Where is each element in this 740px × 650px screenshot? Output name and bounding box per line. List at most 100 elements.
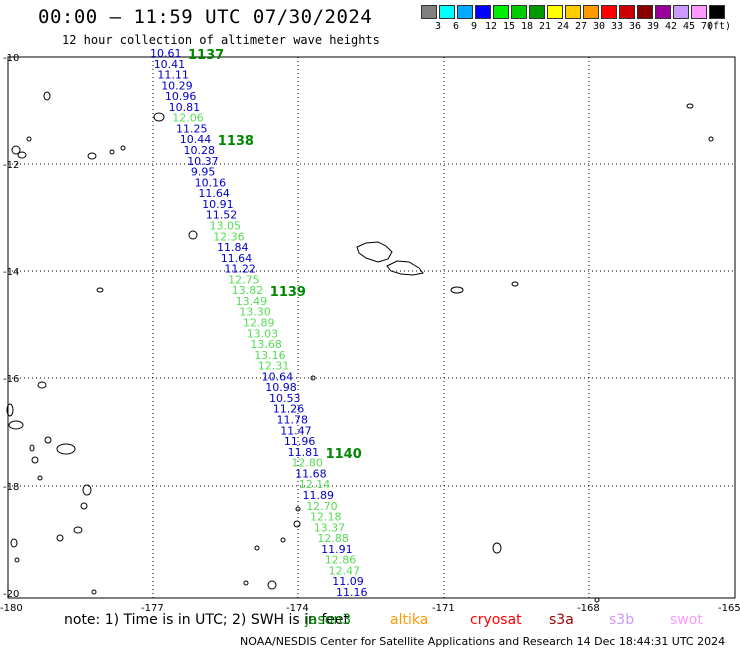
- axis-labels: -10 -12 -14 -16 -18 -20 -180 -177 -174 -171 -168 -1…: [0, 53, 740, 614]
- island-outline: [386, 260, 424, 276]
- legend-unit: (ft): [707, 21, 732, 32]
- legend-label: 18: [521, 21, 534, 32]
- wave-height-value: 10.41: [154, 58, 186, 71]
- wave-height-value: 12.89: [243, 317, 275, 330]
- wave-height-value: 11.47: [280, 424, 312, 437]
- island-outline: [91, 589, 97, 595]
- legend-label: 39: [647, 21, 660, 32]
- wave-height-value: 13.30: [239, 306, 270, 319]
- island-outline: [96, 287, 104, 293]
- island-outline: [37, 381, 47, 389]
- legend-label: 27: [575, 21, 588, 32]
- wave-height-value: 10.16: [195, 176, 227, 189]
- wave-height-value: 10.37: [187, 155, 219, 168]
- pass-labels: 1137 1138 1139 1140: [188, 48, 362, 462]
- pass-number-label: 1139: [270, 285, 306, 300]
- credit-line: NOAA/NESDIS Center for Satellite Applica…: [240, 635, 726, 648]
- legend-label: 15: [503, 21, 516, 32]
- satellite-name: s3a: [549, 612, 574, 628]
- island-outline: [26, 136, 32, 142]
- wave-height-value: 11.52: [206, 209, 238, 222]
- wave-height-value: 11.89: [303, 489, 335, 502]
- legend-swatch: [511, 5, 527, 19]
- wave-height-value: 10.96: [165, 90, 197, 103]
- pass-number-label: 1138: [218, 134, 254, 149]
- island-outline: [188, 230, 198, 240]
- lon-label: -174: [286, 603, 309, 614]
- wave-height-value: 13.16: [254, 349, 286, 362]
- wave-height-value: 12.47: [329, 564, 361, 577]
- wave-height-value: 11.64: [221, 252, 253, 265]
- lat-label: -10: [3, 53, 19, 64]
- observations: 10.6110.4111.1110.2910.9610.8112.0611.25…: [150, 47, 368, 599]
- lon-label: -177: [141, 603, 164, 614]
- island-outline: [153, 112, 165, 122]
- wave-height-value: 12.75: [228, 273, 260, 286]
- wave-height-value: 11.09: [332, 575, 364, 588]
- legend-swatch: [619, 5, 635, 19]
- wave-height-value: 11.11: [157, 69, 189, 82]
- satellite-name: jason3: [305, 612, 352, 628]
- map-frame: [7, 56, 736, 599]
- map-subtitle: 12 hour collection of altimeter wave hei…: [62, 33, 380, 47]
- lon-label: -168: [577, 603, 600, 614]
- coastlines: [6, 91, 714, 603]
- island-outline: [293, 520, 301, 528]
- legend-swatch: [655, 5, 671, 19]
- island-outline: [56, 443, 76, 455]
- legend-label: 33: [611, 21, 624, 32]
- island-outline: [73, 526, 83, 534]
- wave-height-value: 13.03: [247, 327, 279, 340]
- island-outline: [356, 241, 393, 263]
- island-outline: [6, 403, 14, 417]
- island-outline: [109, 149, 115, 155]
- wave-height-value: 12.06: [172, 112, 204, 125]
- legend-label: 45: [683, 21, 696, 32]
- island-outline: [686, 103, 694, 109]
- island-outline: [120, 145, 126, 151]
- wave-height-value: 10.64: [262, 370, 294, 383]
- wave-height-value: 12.86: [325, 554, 357, 567]
- wave-height-value: 10.28: [184, 144, 216, 157]
- island-outline: [280, 537, 286, 543]
- wave-height-value: 12.14: [299, 478, 331, 491]
- legend-swatch: [601, 5, 617, 19]
- island-outline: [37, 475, 43, 481]
- island-outline: [511, 281, 519, 287]
- satellite-name: altika: [390, 612, 429, 628]
- legend-swatch: [547, 5, 563, 19]
- island-outline: [43, 91, 51, 101]
- legend-label: 24: [557, 21, 570, 32]
- lon-label: -180: [0, 603, 23, 614]
- legend-label: 70: [701, 21, 714, 32]
- island-outline: [44, 436, 52, 444]
- wave-height-value: 12.80: [291, 457, 323, 470]
- legend-swatch: [529, 5, 545, 19]
- island-outline: [450, 286, 464, 294]
- wave-height-value: 13.49: [236, 295, 268, 308]
- wave-height-value: 12.31: [258, 360, 290, 373]
- wave-height-value: 10.98: [265, 381, 297, 394]
- island-outline: [31, 456, 39, 464]
- map-title: 00:00 – 11:59 UTC 07/30/2024: [38, 6, 373, 28]
- wave-height-value: 11.16: [336, 586, 368, 599]
- legend-swatch: [691, 5, 707, 19]
- legend-swatch: [457, 5, 473, 19]
- island-outline: [492, 542, 502, 554]
- wave-height-value: 11.68: [295, 467, 327, 480]
- wave-height-value: 11.25: [176, 123, 208, 136]
- lat-label: -18: [3, 482, 19, 493]
- legend-swatch: [439, 5, 455, 19]
- island-outline: [80, 502, 88, 510]
- legend-label: 21: [539, 21, 552, 32]
- wave-height-value: 10.53: [269, 392, 301, 405]
- wave-height-value: 11.96: [284, 435, 316, 448]
- lat-label: -16: [3, 374, 19, 385]
- legend-label: 6: [453, 21, 460, 32]
- island-outline: [14, 557, 20, 563]
- legend-swatch: [673, 5, 689, 19]
- legend-label: 3: [435, 21, 442, 32]
- legend-label: 42: [665, 21, 678, 32]
- wave-height-value: 13.05: [210, 220, 242, 233]
- wave-height-value: 11.81: [288, 446, 320, 459]
